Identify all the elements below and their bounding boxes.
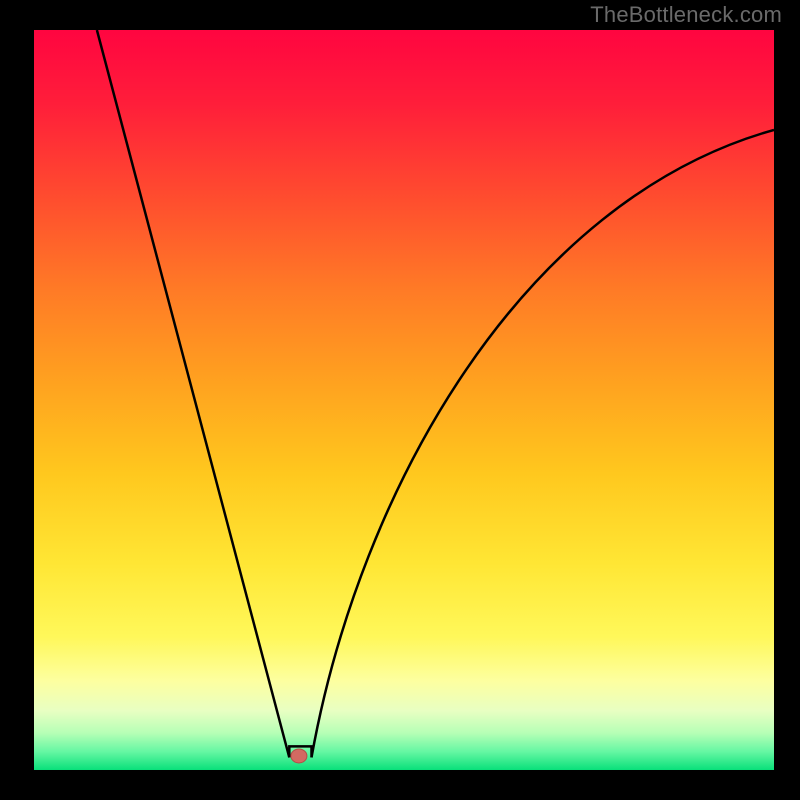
curve-right-branch	[312, 130, 775, 758]
minimum-marker	[291, 749, 307, 763]
curve-left-branch	[97, 30, 289, 757]
plot-area	[34, 30, 774, 770]
bottleneck-curve	[34, 30, 774, 770]
watermark-text: TheBottleneck.com	[590, 2, 782, 28]
